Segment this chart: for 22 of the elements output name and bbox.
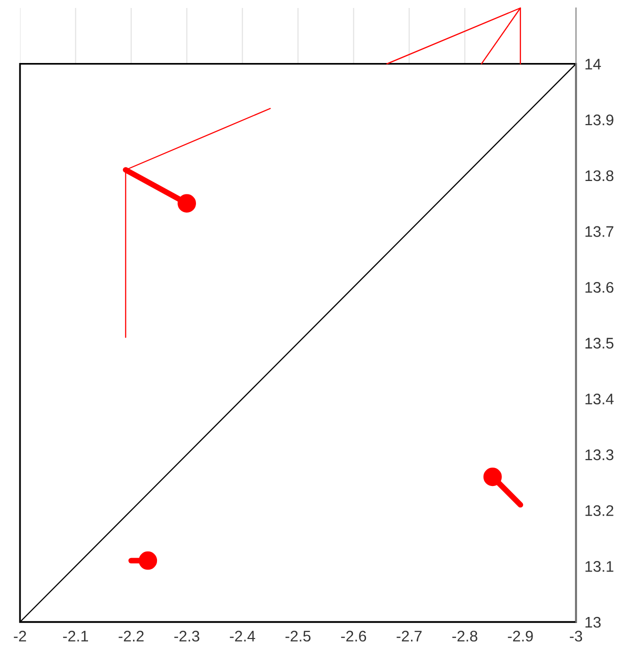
y-tick-label: 13.2	[586, 505, 614, 516]
x-tick-label: -2.7	[396, 630, 422, 642]
y-tick-label: 14	[586, 58, 601, 70]
y-tick-label: 13.1	[586, 561, 614, 572]
y-tick-label: 13	[586, 616, 601, 628]
x-tick-label: -2.8	[452, 630, 478, 642]
y-tick-label: 13.8	[586, 170, 614, 182]
x-tick-label: -2	[14, 630, 26, 642]
x-tick-label: -2.1	[63, 630, 88, 642]
y-tick-label: 13.7	[586, 226, 614, 237]
y-tick-label: 13.6	[586, 282, 614, 293]
x-tick-label: -2.5	[286, 630, 311, 642]
x-tick-label: -2.4	[230, 630, 256, 642]
y-tick-label: 13.9	[586, 114, 614, 126]
x-tick-label: -2.9	[508, 630, 533, 642]
x-tick-label: -2.2	[118, 630, 144, 642]
x-tick-label: -3	[570, 630, 582, 642]
y-tick-label: 13.4	[586, 394, 614, 404]
x-tick-label: -2.3	[174, 630, 200, 642]
x-tick-label: -2.6	[341, 630, 366, 642]
y-tick-label: 13.3	[586, 449, 614, 460]
y-tick-label: 13.5	[586, 338, 614, 349]
